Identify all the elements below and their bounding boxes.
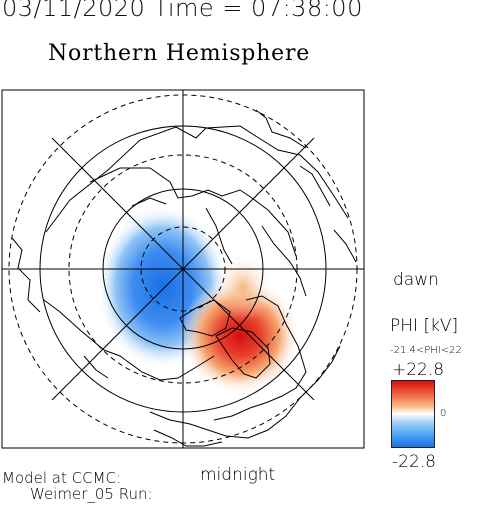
map-grid [2, 90, 364, 448]
colorbar-zero-label: 0 [440, 408, 447, 419]
colorbar-min-label: -22.8 [392, 452, 436, 472]
hemisphere-title: Northern Hemisphere [48, 41, 311, 66]
meridian-diagonal-2 [51, 137, 315, 401]
positive-potential-cell [180, 278, 300, 394]
dawn-label: dawn [393, 270, 439, 290]
colorbar-range: -21.4<PHI<22 [390, 345, 462, 356]
colorbar [391, 380, 435, 448]
run-label: Weimer_05 Run: [30, 485, 153, 503]
colorbar-max-label: +22.8 [392, 360, 445, 380]
colorbar-title: PHI [kV] [390, 316, 459, 336]
positive-potential-fringe [213, 252, 273, 322]
midnight-label: midnight [200, 465, 276, 485]
model-label: Model at CCMC: [2, 469, 122, 487]
timestamp: 03/11/2020 Time = 07:38:00 [2, 0, 363, 22]
map-frame [1, 89, 365, 449]
coastlines [11, 109, 357, 447]
